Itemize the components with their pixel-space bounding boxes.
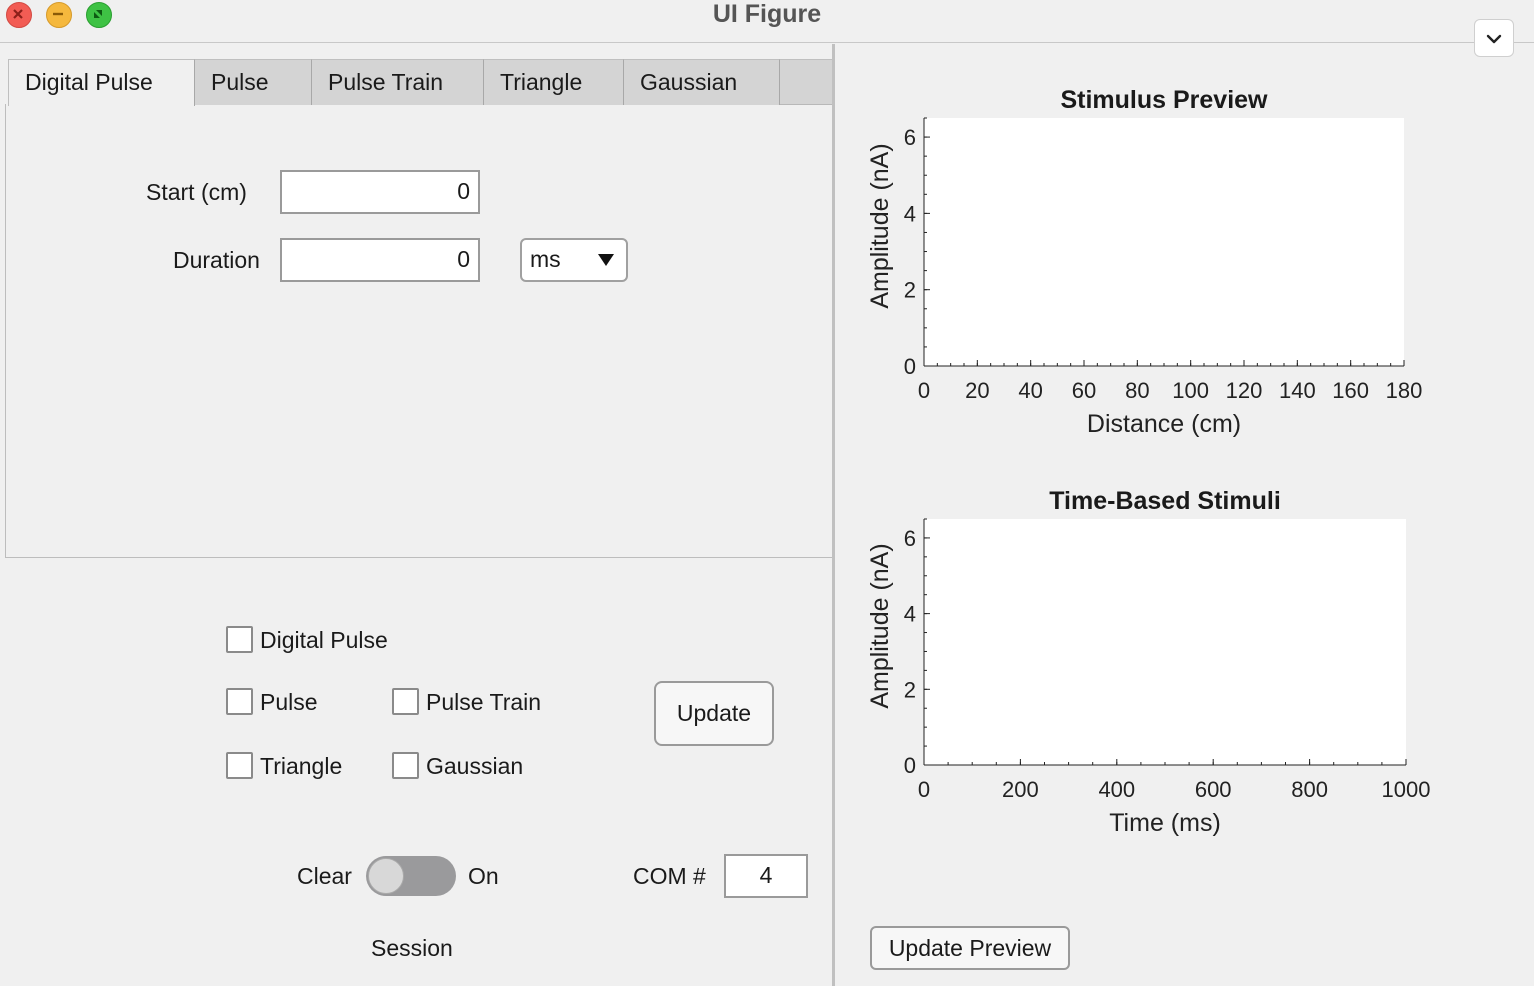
- x-tick-label: 400: [1098, 777, 1135, 802]
- x-tick-label: 100: [1172, 378, 1209, 403]
- x-tick-label: 40: [1018, 378, 1042, 403]
- x-tick-label: 160: [1332, 378, 1369, 403]
- duration-unit-dropdown[interactable]: ms: [520, 238, 628, 282]
- y-tick-label: 0: [904, 753, 916, 778]
- x-tick-label: 1000: [1382, 777, 1431, 802]
- tab-digital-pulse[interactable]: Digital Pulse: [8, 59, 195, 106]
- tab-pulse-train[interactable]: Pulse Train: [312, 59, 484, 105]
- gaussian-checkbox-label: Gaussian: [426, 753, 524, 779]
- on-label: On: [468, 863, 499, 889]
- title-bar: [0, 0, 1534, 43]
- x-tick-label: 800: [1291, 777, 1328, 802]
- y-tick-label: 0: [904, 354, 916, 379]
- panel-divider: [832, 44, 835, 986]
- x-axis-label: Distance (cm): [1087, 410, 1241, 438]
- x-tick-label: 60: [1072, 378, 1096, 403]
- x-tick-label: 0: [918, 777, 930, 802]
- zoom-icon: [94, 10, 102, 18]
- y-tick-label: 4: [904, 602, 916, 627]
- stimulus-preview-title: Stimulus Preview: [1060, 86, 1268, 114]
- digital-pulse-checkbox[interactable]: [226, 626, 253, 653]
- x-tick-label: 180: [1386, 378, 1423, 403]
- x-tick-label: 80: [1125, 378, 1149, 403]
- window-title: UI Figure: [712, 0, 822, 28]
- gaussian-checkbox[interactable]: [392, 752, 419, 779]
- y-axis-label: Amplitude (nA): [866, 143, 894, 308]
- close-window-button[interactable]: [6, 2, 32, 28]
- x-tick-label: 20: [965, 378, 989, 403]
- duration-label: Duration: [173, 247, 260, 273]
- tab-gaussian[interactable]: Gaussian: [624, 59, 780, 105]
- x-tick-label: 200: [1002, 777, 1039, 802]
- pulse-checkbox-label: Pulse: [260, 689, 318, 715]
- clear-label: Clear: [297, 863, 352, 889]
- session-toggle[interactable]: [366, 856, 456, 896]
- y-tick-label: 2: [904, 677, 916, 702]
- y-tick-label: 6: [904, 125, 916, 150]
- collapse-toolbar-button[interactable]: [1474, 19, 1514, 57]
- y-tick-label: 2: [904, 278, 916, 303]
- chevron-down-icon: [1486, 34, 1502, 44]
- y-axis-label: Amplitude (nA): [866, 543, 894, 708]
- com-field[interactable]: 4: [724, 854, 808, 898]
- x-tick-label: 600: [1195, 777, 1232, 802]
- pulse-checkbox[interactable]: [226, 688, 253, 715]
- com-label: COM #: [633, 863, 706, 889]
- session-toggle-knob: [368, 858, 404, 894]
- duration-field[interactable]: 0: [280, 238, 480, 282]
- y-tick-label: 6: [904, 526, 916, 551]
- plot-area: [924, 519, 1406, 765]
- duration-unit-value: ms: [530, 246, 561, 272]
- x-axis-label: Time (ms): [1109, 809, 1221, 837]
- x-tick-label: 0: [918, 378, 930, 403]
- update-button[interactable]: Update: [654, 681, 774, 746]
- update-preview-button[interactable]: Update Preview: [870, 926, 1070, 970]
- minimize-icon: [53, 12, 63, 16]
- caret-down-icon: [598, 254, 614, 266]
- plot-area: [924, 118, 1404, 366]
- triangle-checkbox[interactable]: [226, 752, 253, 779]
- stimulus-preview-plot: 0 20 40 60 80 100 120 140 160 180 0 2 4 6 Distance (cm…: [866, 117, 1423, 438]
- x-tick-label: 140: [1279, 378, 1316, 403]
- pulse-train-checkbox-label: Pulse Train: [426, 689, 542, 715]
- minimize-window-button[interactable]: [46, 2, 72, 28]
- x-tick-label: 120: [1226, 378, 1263, 403]
- time-based-stimuli-plot: 0 200 400 600 800 1000 0 2 4 6 Time (ms) Amplitude …: [866, 518, 1431, 837]
- y-tick-label: 4: [904, 201, 916, 226]
- tab-pulse[interactable]: Pulse: [195, 59, 312, 105]
- zoom-window-button[interactable]: [86, 2, 112, 28]
- pulse-train-checkbox[interactable]: [392, 688, 419, 715]
- close-icon: [13, 9, 23, 19]
- tab-triangle[interactable]: Triangle: [484, 59, 624, 105]
- tab-content-panel: [5, 104, 832, 558]
- session-label: Session: [371, 935, 453, 961]
- time-based-stimuli-title: Time-Based Stimuli: [1049, 487, 1281, 515]
- digital-pulse-checkbox-label: Digital Pulse: [260, 627, 388, 653]
- start-label: Start (cm): [146, 179, 247, 205]
- start-field[interactable]: 0: [280, 170, 480, 214]
- triangle-checkbox-label: Triangle: [260, 753, 343, 779]
